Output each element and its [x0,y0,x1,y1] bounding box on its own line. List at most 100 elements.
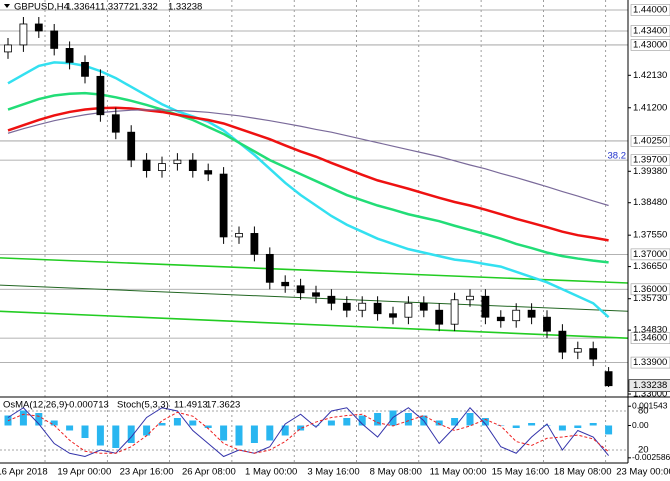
osma-bar [374,413,382,426]
level-label: 1.33900 [633,357,667,368]
osma-bar [558,425,566,431]
candle-body [96,75,105,116]
level-label: 1.39700 [633,155,667,166]
osma-bar [127,425,135,443]
osma-bar [327,420,335,426]
osma-bar [358,415,366,426]
x-tick-label: 3 May 16:00 [307,467,359,478]
level-label-box [630,283,670,296]
candle-body [142,159,151,171]
candle-body [19,23,28,46]
candle-body [466,295,474,301]
candle-body [373,302,382,315]
level-label: 1.36000 [633,284,667,295]
candle-body [81,61,89,77]
osma-tick-label: 0.00 [632,420,649,430]
osma-bar [435,420,443,426]
x-tick-label: 23 Apr 16:00 [120,467,174,478]
candle-body [496,316,505,322]
candle-body [34,23,43,32]
candle-body [4,44,12,53]
y-tick-label: 1.36650 [633,261,667,272]
x-tick-label: 26 Apr 08:00 [182,467,236,478]
level-label: 1.34600 [633,333,667,344]
osma-bar [266,425,274,441]
level-label-box [630,356,670,369]
osma-bar [312,425,320,426]
osma-bar [543,425,551,426]
moving-average [7,106,609,242]
candle-body [389,313,397,318]
level-label-box [630,25,670,37]
stoch-line [7,411,609,454]
osma-bar [281,425,289,436]
y-tick-label: 1.41200 [633,102,667,113]
osma-bar [343,418,351,426]
price-label: 1.33238 [633,380,667,391]
y-tick-label: 1.34830 [633,325,667,336]
candle-body [188,159,197,171]
osma-bar [605,425,613,435]
candle-body [111,114,120,133]
y-tick-label: 1.42130 [633,70,667,81]
level-label-box [630,332,670,344]
level-label: 1.43000 [633,39,667,50]
moving-average [7,109,609,207]
level-label: 1.43400 [633,25,667,36]
x-tick-label: 11 May 00:00 [430,467,487,478]
candle-body [50,30,59,49]
level-label-box [630,154,670,166]
candle-body [512,309,521,322]
header-low: 1.332 [134,2,158,13]
osma-bar [512,425,520,428]
trendline [0,310,629,339]
level-label: 1.40250 [633,135,667,146]
y-tick-label: 1.33000 [633,389,667,400]
osma-bar [466,413,474,426]
osma-bar [158,423,166,426]
level-label-box [630,4,670,16]
osma-bar [250,425,258,443]
candle-body [265,253,274,283]
osma-bar [189,420,197,426]
candle-body [342,302,351,311]
level-label-box [630,248,670,261]
osma-bar [589,423,597,426]
level-label: 1.37000 [633,249,667,260]
trendline [0,284,629,312]
candle-body [65,48,74,63]
osma-bar [173,418,181,426]
y-tick-label: 1.37550 [633,230,667,241]
candle-body [450,299,459,325]
stoch-title: Stoch(5,3,3) [117,400,169,411]
candle-body [127,131,136,161]
candle-body [604,371,613,387]
candle-body [435,309,444,325]
osma-title: OsMA(12,26,9) [3,400,67,411]
header-high: 1.33772 [100,2,134,13]
moving-average [7,91,609,264]
candle-body [481,295,490,318]
osma-bar [297,425,305,431]
candle-body [296,285,305,294]
osma-bar [404,413,412,426]
candle-body [312,292,320,297]
level-label-box [630,39,670,51]
stoch-signal-value: 17.3623 [206,400,240,411]
candle-body [281,281,290,287]
candle-body [173,159,182,165]
stoch-tick-label: 20 [638,445,649,456]
x-tick-label: 23 May 00:00 [616,467,670,478]
osma-bar [112,425,120,448]
candle-body [589,348,598,360]
menu-arrow[interactable] [4,4,10,8]
x-tick-label: 1 May 00:00 [245,467,297,478]
candle-body [327,295,336,304]
candle-body [543,316,551,332]
osma-bar [50,420,58,426]
osma-bar [81,425,89,438]
osma-bar [481,418,489,426]
osma-tick-label: -0.002586 [632,452,670,462]
